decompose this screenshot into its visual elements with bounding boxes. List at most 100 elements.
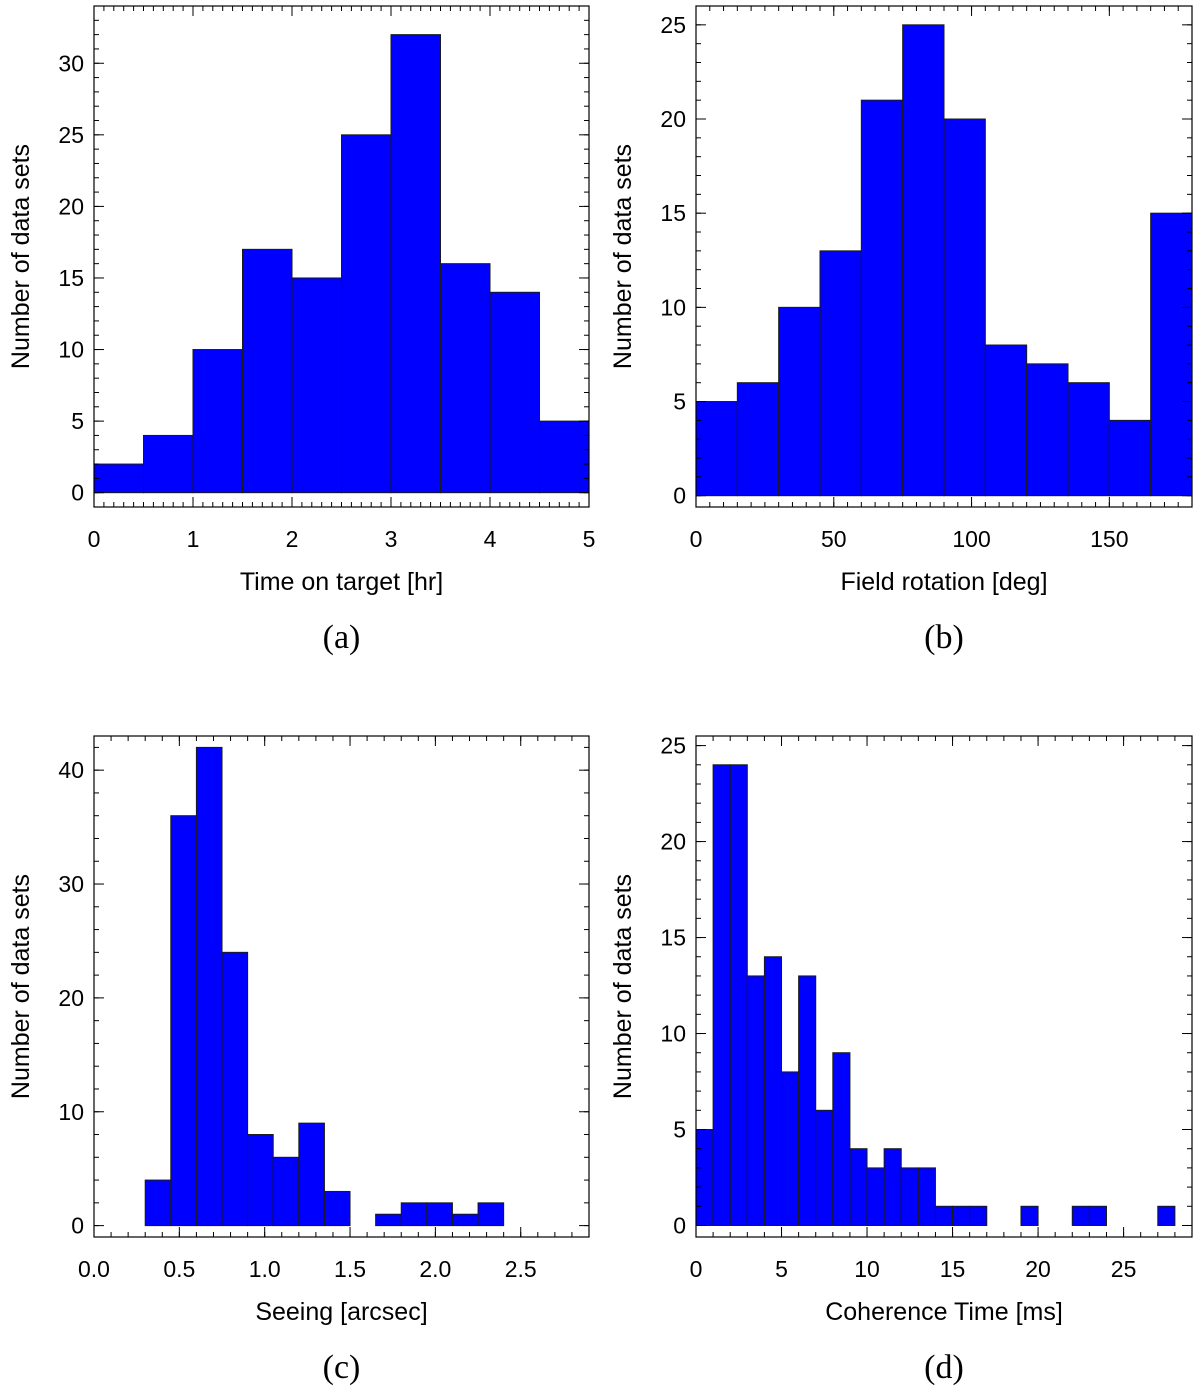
y-tick-label: 10: [660, 294, 686, 320]
bar: [192, 349, 243, 494]
x-tick-label: 1.5: [334, 1256, 366, 1282]
bar: [934, 1205, 954, 1226]
axis-ticks: [695, 5, 1193, 507]
bar: [323, 1190, 351, 1227]
panel-c: 0.0 0.5 1.0 1.5 2.0 2.5 0 10 20 30 40 Seeing [arcse…: [7, 735, 590, 1386]
bar: [729, 764, 748, 1226]
bar: [900, 1167, 919, 1226]
bar: [695, 1129, 714, 1226]
bar: [917, 1167, 936, 1226]
x-tick-label: 0.5: [163, 1256, 195, 1282]
y-tick-label: 15: [660, 200, 686, 226]
x-tick-label: 3: [385, 526, 398, 552]
y-tick-label: 40: [58, 757, 84, 783]
bar: [1020, 1205, 1039, 1226]
plot-frame: [695, 735, 1193, 1238]
bar: [883, 1148, 902, 1226]
bar: [390, 34, 441, 494]
y-tick-label: 15: [58, 265, 84, 291]
y-tick-label: 5: [673, 389, 686, 415]
bar: [832, 1052, 851, 1226]
bar: [763, 956, 783, 1226]
bar: [341, 134, 392, 494]
bar: [952, 1205, 971, 1226]
axis-ticks: [93, 5, 590, 508]
x-tick-label: 20: [1025, 1256, 1051, 1282]
y-tick-label: 0: [71, 480, 84, 506]
bar: [1071, 1205, 1090, 1226]
bar: [298, 1122, 325, 1227]
bar: [943, 118, 986, 497]
bar: [375, 1213, 402, 1227]
bar: [819, 250, 862, 497]
bar: [1088, 1205, 1107, 1226]
x-tick-label: 5: [583, 526, 596, 552]
x-tick-label: 2: [286, 526, 299, 552]
panel-label: (d): [924, 1349, 964, 1386]
bar: [195, 746, 223, 1227]
bar: [695, 401, 738, 497]
x-tick-label: 15: [940, 1256, 966, 1282]
x-tick-label: 4: [484, 526, 497, 552]
x-axis-label: Time on target [hr]: [240, 568, 443, 596]
bar: [143, 434, 194, 494]
bar: [815, 1109, 834, 1226]
bar: [1150, 212, 1193, 497]
plot-frame: [93, 735, 590, 1238]
bar: [440, 263, 491, 494]
bar: [736, 382, 780, 497]
panel-a: 0 1 2 3 4 5 0 5 10 15 20 25 30 Time on target [hr] Num…: [7, 5, 596, 656]
axis-ticks: [93, 736, 590, 1237]
y-axis-label: Number of data sets: [7, 144, 35, 369]
bar: [746, 975, 765, 1226]
y-tick-label: 10: [660, 1021, 686, 1047]
x-tick-label: 1.0: [249, 1256, 281, 1282]
y-axis-label: Number of data sets: [7, 874, 35, 1099]
y-tick-label: 10: [58, 1099, 84, 1125]
x-tick-label: 1: [187, 526, 200, 552]
x-axis-label: Field rotation [deg]: [840, 568, 1047, 596]
y-tick-label: 5: [673, 1117, 686, 1143]
bar: [291, 277, 342, 494]
x-tick-label: 100: [952, 526, 990, 552]
axis-ticks: [695, 736, 1193, 1237]
x-tick-label: 25: [1111, 1256, 1137, 1282]
x-tick-label: 50: [821, 526, 847, 552]
x-tick-label: 2.5: [505, 1256, 537, 1282]
bar: [969, 1205, 988, 1226]
bar: [860, 99, 904, 497]
panel-label: (c): [323, 1349, 361, 1386]
bar: [242, 248, 293, 494]
bar: [477, 1202, 505, 1227]
y-tick-label: 15: [660, 925, 686, 951]
x-tick-label: 2.0: [419, 1256, 451, 1282]
bar: [144, 1179, 172, 1227]
bar: [866, 1167, 885, 1226]
bar: [426, 1202, 453, 1227]
y-tick-label: 20: [58, 193, 84, 219]
y-axis-label: Number of data sets: [609, 874, 637, 1099]
x-tick-label: 0.0: [78, 1256, 110, 1282]
y-tick-label: 0: [673, 483, 686, 509]
x-tick-label: 10: [854, 1256, 880, 1282]
y-tick-label: 0: [71, 1213, 84, 1239]
y-tick-label: 0: [673, 1212, 686, 1238]
panel-d: 0 5 10 15 20 25 0 5 10 15 20 25 Coherence Time [ms] N…: [609, 733, 1193, 1386]
panel-b: 0 50 100 150 0 5 10 15 20 25 Field rotation [deg] N…: [609, 5, 1193, 656]
bar: [849, 1148, 868, 1226]
bar: [1108, 419, 1152, 497]
bar: [93, 463, 144, 494]
bar: [489, 291, 540, 494]
x-tick-label: 0: [88, 526, 101, 552]
y-tick-label: 20: [660, 829, 686, 855]
bar: [451, 1213, 479, 1227]
bar: [400, 1202, 428, 1227]
panel-label: (b): [924, 619, 964, 656]
x-axis-label: Seeing [arcsec]: [255, 1298, 427, 1326]
y-tick-label: 20: [58, 985, 84, 1011]
bar: [539, 420, 590, 494]
bar: [778, 306, 821, 497]
x-tick-label: 0: [690, 1256, 703, 1282]
y-axis-label: Number of data sets: [609, 144, 637, 369]
y-tick-label: 30: [58, 871, 84, 897]
